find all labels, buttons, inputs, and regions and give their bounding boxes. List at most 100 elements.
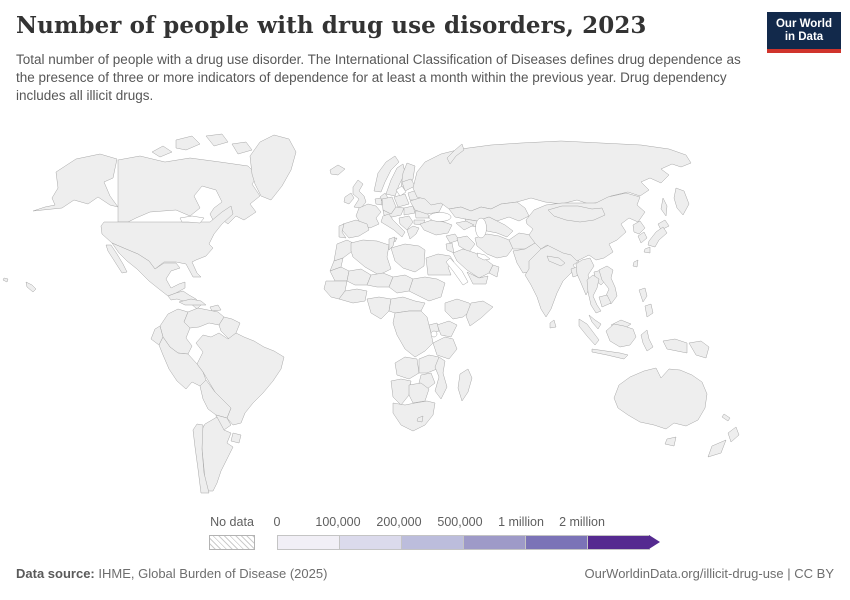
legend-no-data-swatch[interactable] <box>209 535 255 550</box>
country-hawaii-usa[interactable] <box>25 281 37 293</box>
legend-arrow <box>649 535 660 549</box>
country-turkey[interactable] <box>419 219 453 236</box>
country-indonesia-sulawesi[interactable] <box>640 329 654 352</box>
country-united-kingdom[interactable] <box>352 179 367 209</box>
region-central-asia[interactable] <box>464 216 514 238</box>
country-niger[interactable] <box>366 272 394 288</box>
country-north-korea[interactable] <box>632 220 646 235</box>
country-philippines-mindanao[interactable] <box>644 303 654 318</box>
country-south-africa[interactable] <box>392 400 436 432</box>
country-greece[interactable] <box>406 225 420 240</box>
country-namibia[interactable] <box>390 378 412 406</box>
region-balkans[interactable] <box>398 215 414 231</box>
country-japan-hokkaido[interactable] <box>657 219 670 231</box>
country-libya[interactable] <box>390 243 426 273</box>
region-benelux[interactable] <box>374 197 383 206</box>
legend-swatch[interactable] <box>463 535 526 550</box>
country-south-korea[interactable] <box>637 231 648 244</box>
country-ireland[interactable] <box>343 192 355 205</box>
country-russia-novaya-zemlya[interactable] <box>446 143 465 165</box>
country-algeria[interactable] <box>350 239 392 276</box>
country-tunisia[interactable] <box>388 236 396 251</box>
country-malaysia[interactable] <box>588 314 602 330</box>
country-drc[interactable] <box>392 310 434 358</box>
country-mongolia[interactable] <box>547 205 606 223</box>
country-lesotho[interactable] <box>416 415 424 423</box>
country-portugal[interactable] <box>338 223 347 239</box>
legend-swatch[interactable] <box>277 535 340 550</box>
country-greenland[interactable] <box>249 134 297 201</box>
country-italy[interactable] <box>380 213 406 238</box>
country-iran[interactable] <box>474 233 514 259</box>
country-canada-island[interactable] <box>231 141 253 155</box>
country-kenya[interactable] <box>436 320 458 338</box>
country-yemen[interactable] <box>466 271 489 285</box>
country-indonesia-java[interactable] <box>591 348 629 360</box>
country-canada-island[interactable] <box>151 145 173 158</box>
country-nepal[interactable] <box>546 255 566 267</box>
country-sweden[interactable] <box>385 163 406 197</box>
country-oman[interactable] <box>488 264 500 278</box>
country-nigeria[interactable] <box>366 296 392 320</box>
country-russia-kamchatka[interactable] <box>673 187 690 216</box>
country-somalia[interactable] <box>465 300 494 327</box>
country-japan-honshu[interactable] <box>647 226 668 248</box>
region-caucasus[interactable] <box>455 220 475 231</box>
country-brazil[interactable] <box>195 332 285 426</box>
country-japan-kyushu[interactable] <box>643 246 651 254</box>
country-venezuela[interactable] <box>183 307 225 329</box>
country-iceland[interactable] <box>329 164 346 176</box>
country-france[interactable] <box>355 203 382 229</box>
legend-swatch[interactable] <box>525 535 588 550</box>
license-link[interactable]: OurWorldinData.org/illicit-drug-use | CC… <box>584 566 835 581</box>
country-thailand[interactable] <box>586 274 602 314</box>
country-uruguay[interactable] <box>230 432 242 444</box>
country-russia-sakhalin[interactable] <box>660 197 668 217</box>
country-new-zealand-north[interactable] <box>727 426 740 443</box>
country-indonesia-papua[interactable] <box>662 338 688 354</box>
country-mozambique[interactable] <box>434 356 448 400</box>
country-mali[interactable] <box>346 268 372 286</box>
country-poland[interactable] <box>393 193 410 208</box>
country-spain[interactable] <box>341 219 370 239</box>
country-canada-island[interactable] <box>175 135 201 151</box>
legend-swatch[interactable] <box>401 535 464 550</box>
country-madagascar[interactable] <box>457 368 473 402</box>
region-ghana-ivory-coast[interactable] <box>338 288 368 304</box>
country-sri-lanka[interactable] <box>549 319 557 329</box>
country-cambodia[interactable] <box>598 294 612 308</box>
country-canada-island[interactable] <box>205 133 229 147</box>
country-botswana[interactable] <box>408 382 430 404</box>
country-australia-tasmania[interactable] <box>664 436 677 447</box>
country-australia[interactable] <box>613 367 708 430</box>
country-canada[interactable] <box>117 155 261 225</box>
country-mexico[interactable] <box>111 242 186 297</box>
country-indonesia-sumatra[interactable] <box>578 318 600 346</box>
country-papua-new-guinea[interactable] <box>688 340 710 359</box>
country-hispaniola[interactable] <box>209 304 222 312</box>
country-ecuador[interactable] <box>150 325 164 346</box>
country-tanzania[interactable] <box>432 336 458 360</box>
country-norway[interactable] <box>373 155 400 193</box>
country-philippines-luzon[interactable] <box>638 287 648 303</box>
country-mexico-baja[interactable] <box>105 244 128 274</box>
country-vietnam[interactable] <box>598 265 618 305</box>
country-cuba[interactable] <box>178 298 207 306</box>
legend-swatch[interactable] <box>339 535 402 550</box>
country-new-caledonia[interactable] <box>721 413 731 422</box>
country-alaska-usa[interactable] <box>32 153 119 212</box>
country-chile[interactable] <box>192 423 210 494</box>
owid-logo[interactable]: Our World in Data <box>767 12 841 53</box>
country-hawaii-usa[interactable] <box>2 277 9 283</box>
region-cameroon-car[interactable] <box>388 296 426 314</box>
legend-bar <box>277 535 660 550</box>
country-new-zealand-south[interactable] <box>707 439 727 458</box>
legend-swatch[interactable] <box>587 535 650 550</box>
country-sudan[interactable] <box>408 276 446 302</box>
country-angola[interactable] <box>394 356 420 380</box>
region-hungary-slovakia[interactable] <box>403 205 416 216</box>
region-israel-jordan[interactable] <box>445 242 455 254</box>
country-indonesia-kalimantan[interactable] <box>605 323 637 348</box>
country-taiwan[interactable] <box>632 259 639 268</box>
country-iraq[interactable] <box>456 235 476 253</box>
